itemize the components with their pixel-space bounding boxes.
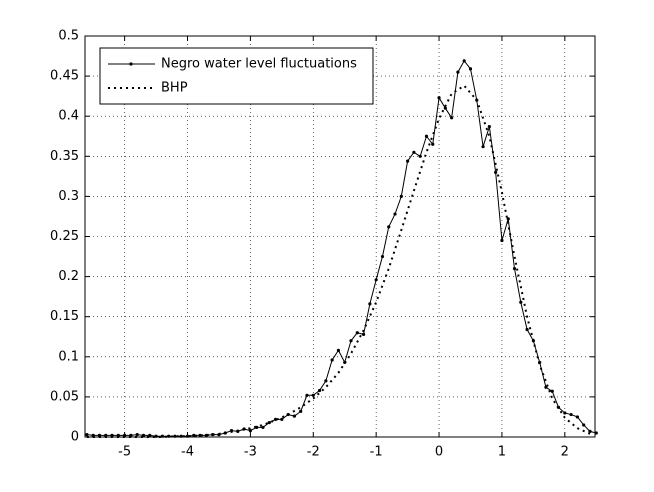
data-point <box>519 300 523 304</box>
data-point <box>368 302 372 306</box>
data-point <box>154 434 158 438</box>
data-point <box>418 154 422 158</box>
y-tick-label: 0.25 <box>50 229 79 244</box>
data-point <box>437 96 441 100</box>
data-point <box>349 339 353 343</box>
data-point <box>399 194 403 198</box>
data-point <box>135 432 139 437</box>
data-point <box>267 420 271 425</box>
legend-label: BHP <box>161 81 188 96</box>
data-point <box>374 278 378 282</box>
data-point <box>280 417 284 421</box>
data-point <box>456 70 460 74</box>
data-point <box>305 393 309 397</box>
y-tick-label: 0 <box>71 430 79 445</box>
y-tick-label: 0.3 <box>58 189 79 204</box>
data-point <box>261 425 265 429</box>
data-point <box>248 428 252 433</box>
data-point <box>185 434 190 438</box>
data-point <box>525 327 529 332</box>
data-point <box>336 348 341 352</box>
data-point <box>317 388 322 393</box>
data-point <box>582 423 586 427</box>
x-tick-label: 1 <box>498 445 506 460</box>
data-point <box>431 142 435 146</box>
legend-marker <box>129 62 133 66</box>
x-tick-label: -2 <box>307 445 320 460</box>
x-tick-label: -1 <box>370 445 383 460</box>
x-tick-label: -5 <box>118 445 131 460</box>
data-point <box>311 393 315 397</box>
data-point <box>273 417 278 421</box>
data-point <box>468 67 473 71</box>
x-tick-label: 0 <box>435 445 443 460</box>
y-tick-label: 0.2 <box>58 269 79 284</box>
data-point <box>512 266 517 271</box>
data-point <box>167 434 171 438</box>
data-point <box>481 145 485 149</box>
legend-label: Negro water level fluctuations <box>161 57 357 72</box>
data-point <box>380 254 385 259</box>
data-point <box>387 225 391 229</box>
data-point <box>179 434 183 438</box>
data-point <box>330 358 334 362</box>
data-point <box>355 331 359 335</box>
data-point <box>563 411 567 415</box>
data-point <box>173 434 177 438</box>
series-line <box>86 84 591 438</box>
y-tick-label: 0.45 <box>50 69 79 84</box>
data-point <box>324 379 328 383</box>
data-point <box>506 217 510 221</box>
data-point <box>292 414 297 418</box>
data-point <box>160 434 164 438</box>
x-tick-label: 2 <box>561 445 569 460</box>
y-tick-label: 0.5 <box>58 29 79 44</box>
data-point <box>588 429 592 433</box>
data-point <box>412 150 416 154</box>
y-tick-label: 0.35 <box>50 149 79 164</box>
data-point <box>575 415 579 419</box>
data-point <box>487 125 491 129</box>
legend-box <box>99 47 374 105</box>
data-point <box>569 412 573 417</box>
y-tick-label: 0.05 <box>50 389 79 404</box>
data-point <box>443 106 447 110</box>
data-point <box>550 389 554 393</box>
data-point <box>494 170 498 174</box>
data-point <box>500 238 504 243</box>
axes-box <box>84 35 596 438</box>
y-tick-label: 0.1 <box>58 349 79 364</box>
x-tick-label: -4 <box>181 445 194 460</box>
data-point <box>192 433 196 437</box>
data-point <box>393 212 397 216</box>
data-point <box>406 159 410 163</box>
data-point <box>361 332 366 336</box>
data-point <box>424 134 429 138</box>
x-tick-label: -3 <box>244 445 257 460</box>
data-point <box>462 59 466 63</box>
y-tick-label: 0.15 <box>50 309 79 324</box>
data-point <box>85 432 89 437</box>
data-point <box>148 433 152 437</box>
data-point <box>450 116 454 120</box>
y-tick-label: 0.4 <box>58 109 79 124</box>
data-point <box>594 431 598 435</box>
data-point <box>299 409 303 413</box>
